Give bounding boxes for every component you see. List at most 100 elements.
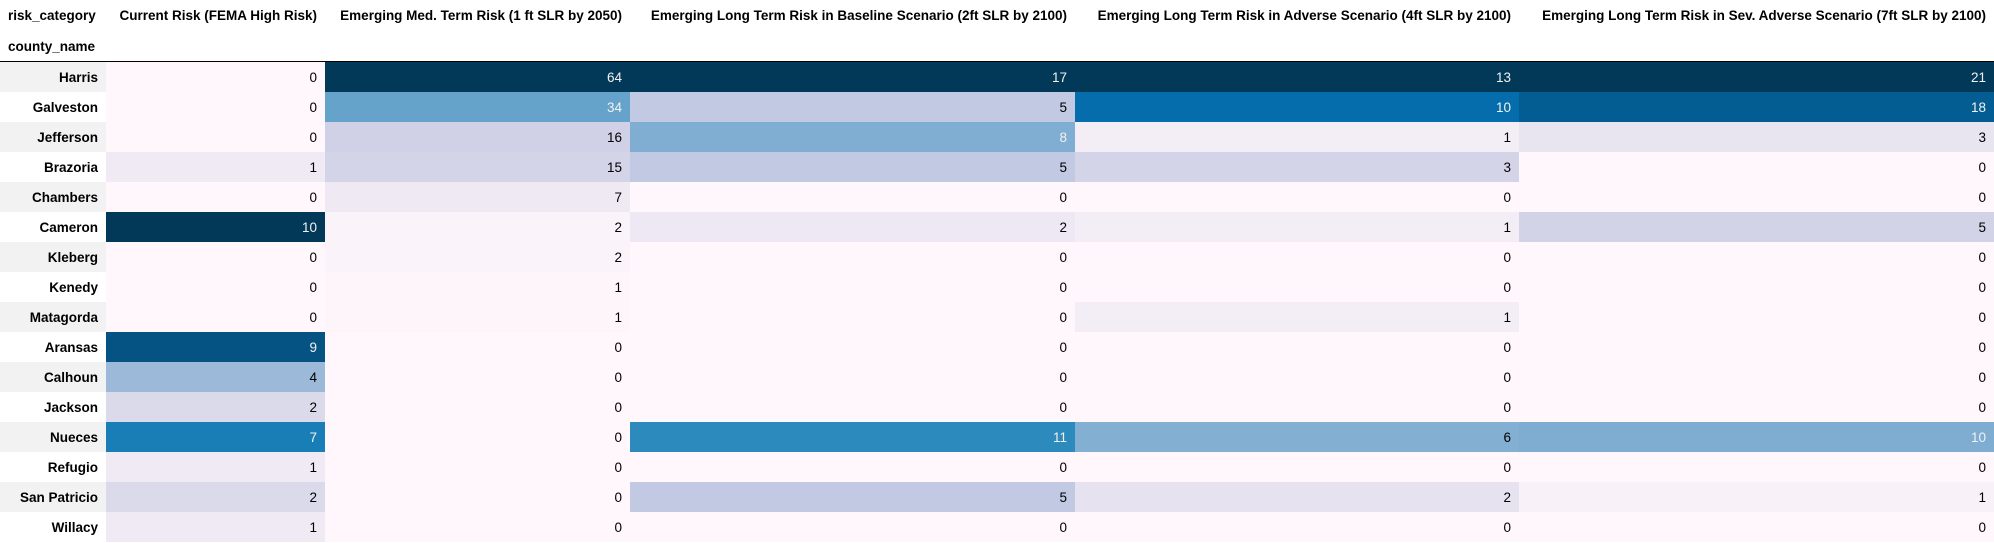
heatmap-cell: 0 [1519,512,1994,542]
heatmap-cell: 3 [1519,122,1994,152]
heatmap-cell: 5 [630,482,1075,512]
row-label-county: San Patricio [0,482,106,512]
heatmap-cell: 8 [630,122,1075,152]
table-row: Chambers 0 7 0 0 0 [0,182,1994,212]
heatmap-cell: 1 [1075,122,1519,152]
heatmap-cell: 0 [1075,452,1519,482]
row-label-county: Refugio [0,452,106,482]
heatmap-cell: 0 [325,482,630,512]
row-label-county: Aransas [0,332,106,362]
heatmap-cell: 17 [630,61,1075,92]
table-header: risk_category Current Risk (FEMA High Ri… [0,0,1994,62]
heatmap-cell: 0 [1075,332,1519,362]
heatmap-cell: 10 [1519,422,1994,452]
heatmap-cell: 1 [106,452,325,482]
table-row: Kleberg 0 2 0 0 0 [0,242,1994,272]
heatmap-cell: 21 [1519,61,1994,92]
heatmap-cell: 0 [1075,362,1519,392]
heatmap-cell: 10 [106,212,325,242]
heatmap-cell: 0 [630,242,1075,272]
heatmap-cell: 0 [1075,272,1519,302]
column-header-med-term-risk: Emerging Med. Term Risk (1 ft SLR by 205… [325,0,630,31]
heatmap-cell: 0 [1075,512,1519,542]
heatmap-cell: 5 [1519,212,1994,242]
heatmap-cell: 0 [630,182,1075,212]
heatmap-cell: 16 [325,122,630,152]
heatmap-cell: 34 [325,92,630,122]
heatmap-cell: 7 [325,182,630,212]
heatmap-cell: 1 [325,272,630,302]
table-row: Kenedy 0 1 0 0 0 [0,272,1994,302]
index-header-row: county_name [0,31,1994,62]
heatmap-cell: 1 [325,302,630,332]
heatmap-cell: 0 [106,61,325,92]
table-row: Jefferson 0 16 8 1 3 [0,122,1994,152]
heatmap-cell: 0 [1519,272,1994,302]
heatmap-cell: 7 [106,422,325,452]
table-row: Brazoria 1 15 5 3 0 [0,152,1994,182]
heatmap-cell: 11 [630,422,1075,452]
table-row: Matagorda 0 1 0 1 0 [0,302,1994,332]
table-row: Willacy 1 0 0 0 0 [0,512,1994,542]
row-label-county: Cameron [0,212,106,242]
heatmap-cell: 5 [630,152,1075,182]
table-row: Jackson 2 0 0 0 0 [0,392,1994,422]
index-name-label: county_name [0,31,106,62]
table-row: Nueces 7 0 11 6 10 [0,422,1994,452]
heatmap-cell: 0 [325,362,630,392]
heatmap-cell: 1 [1075,212,1519,242]
row-label-county: Jefferson [0,122,106,152]
heatmap-cell: 0 [106,182,325,212]
column-header-current-risk: Current Risk (FEMA High Risk) [106,0,325,31]
heatmap-cell: 0 [1519,362,1994,392]
heatmap-cell: 2 [1075,482,1519,512]
columns-name-label: risk_category [0,0,106,31]
row-label-county: Kleberg [0,242,106,272]
row-label-county: Nueces [0,422,106,452]
heatmap-cell: 0 [630,272,1075,302]
heatmap-cell: 0 [325,422,630,452]
heatmap-cell: 2 [630,212,1075,242]
heatmap-cell: 0 [630,512,1075,542]
row-label-county: Jackson [0,392,106,422]
heatmap-cell: 2 [106,482,325,512]
heatmap-cell: 0 [630,452,1075,482]
heatmap-cell: 9 [106,332,325,362]
heatmap-cell: 0 [106,272,325,302]
heatmap-cell: 2 [106,392,325,422]
heatmap-cell: 5 [630,92,1075,122]
table-row: Calhoun 4 0 0 0 0 [0,362,1994,392]
heatmap-cell: 0 [325,392,630,422]
heatmap-cell: 1 [1519,482,1994,512]
table-row: Cameron 10 2 2 1 5 [0,212,1994,242]
heatmap-cell: 0 [325,332,630,362]
heatmap-cell: 1 [106,152,325,182]
row-label-county: Calhoun [0,362,106,392]
column-header-sev-adverse-scenario: Emerging Long Term Risk in Sev. Adverse … [1519,0,1994,31]
heatmap-cell: 0 [1519,152,1994,182]
heatmap-cell: 4 [106,362,325,392]
heatmap-cell: 0 [630,332,1075,362]
heatmap-cell: 0 [1519,302,1994,332]
heatmap-cell: 0 [1519,452,1994,482]
heatmap-cell: 0 [630,362,1075,392]
row-label-county: Matagorda [0,302,106,332]
row-label-county: Kenedy [0,272,106,302]
table-body: Harris 0 64 17 13 21 Galveston 0 34 5 10 18 Jefferso… [0,61,1994,542]
heatmap-cell: 13 [1075,61,1519,92]
heatmap-cell: 1 [106,512,325,542]
heatmap-cell: 0 [106,122,325,152]
table-row: Refugio 1 0 0 0 0 [0,452,1994,482]
table-row: Galveston 0 34 5 10 18 [0,92,1994,122]
table-row: Aransas 9 0 0 0 0 [0,332,1994,362]
column-header-baseline-scenario: Emerging Long Term Risk in Baseline Scen… [630,0,1075,31]
heatmap-cell: 0 [106,92,325,122]
heatmap-cell: 0 [630,302,1075,332]
heatmap-cell: 0 [630,392,1075,422]
column-header-row: risk_category Current Risk (FEMA High Ri… [0,0,1994,31]
table-row: Harris 0 64 17 13 21 [0,61,1994,92]
heatmap-cell: 3 [1075,152,1519,182]
heatmap-cell: 0 [1519,242,1994,272]
heatmap-cell: 0 [1075,242,1519,272]
